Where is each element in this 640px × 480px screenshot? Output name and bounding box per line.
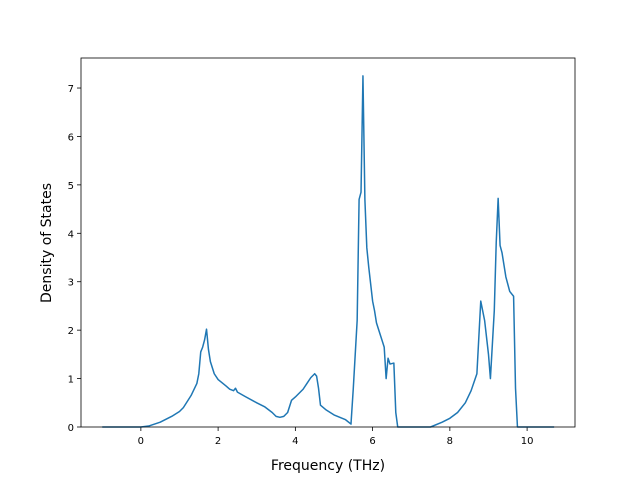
line — [102, 75, 555, 428]
y-tick-label: 4 — [68, 229, 74, 240]
x-axis-label: Frequency (THz) — [271, 458, 385, 474]
y-tick-label: 5 — [68, 181, 74, 192]
y-tick-label: 3 — [68, 278, 74, 289]
x-tick-label: 0 — [138, 436, 144, 447]
plot-frame — [80, 57, 576, 428]
x-tick-label: 4 — [292, 436, 298, 447]
x-tick-label: 2 — [215, 436, 221, 447]
y-axis-label: Density of States — [39, 183, 55, 303]
y-tick-label: 7 — [68, 84, 74, 95]
y-tick-label: 0 — [68, 423, 74, 434]
x-tick-label: 10 — [521, 436, 534, 447]
x-tick-label: 6 — [369, 436, 375, 447]
y-tick-label: 2 — [68, 326, 74, 337]
x-tick-label: 8 — [447, 436, 453, 447]
y-tick-label: 1 — [68, 375, 74, 386]
y-tick-label: 6 — [68, 132, 74, 143]
